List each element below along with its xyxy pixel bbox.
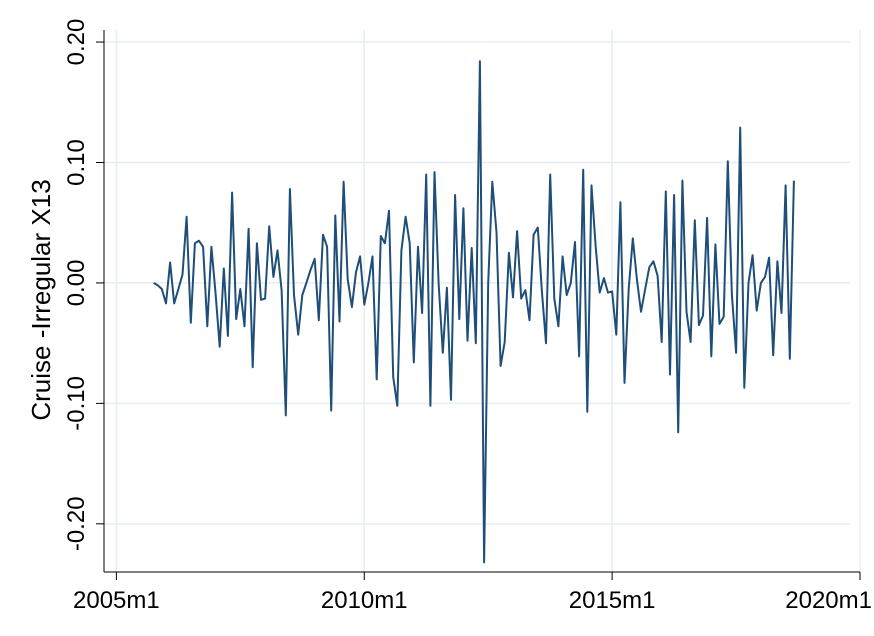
y-axis-title: Cruise -Irregular X13 <box>26 179 56 420</box>
x-ticks: 2005m1 2010m1 2015m1 2020m1 <box>73 572 872 614</box>
y-ticks: 0.20 0.10 0.00 -0.10 -0.20 <box>63 19 104 551</box>
series-line <box>153 60 795 564</box>
x-tick-label: 2010m1 <box>321 587 408 614</box>
y-tick-label: -0.20 <box>63 496 90 551</box>
x-tick-label: 2015m1 <box>569 587 656 614</box>
x-tick-label: 2020m1 <box>785 587 872 614</box>
y-tick-label: 0.00 <box>63 260 90 307</box>
y-tick-label: 0.10 <box>63 139 90 186</box>
y-tick-label: 0.20 <box>63 19 90 66</box>
y-tick-label: -0.10 <box>63 376 90 431</box>
x-tick-label: 2005m1 <box>73 587 160 614</box>
